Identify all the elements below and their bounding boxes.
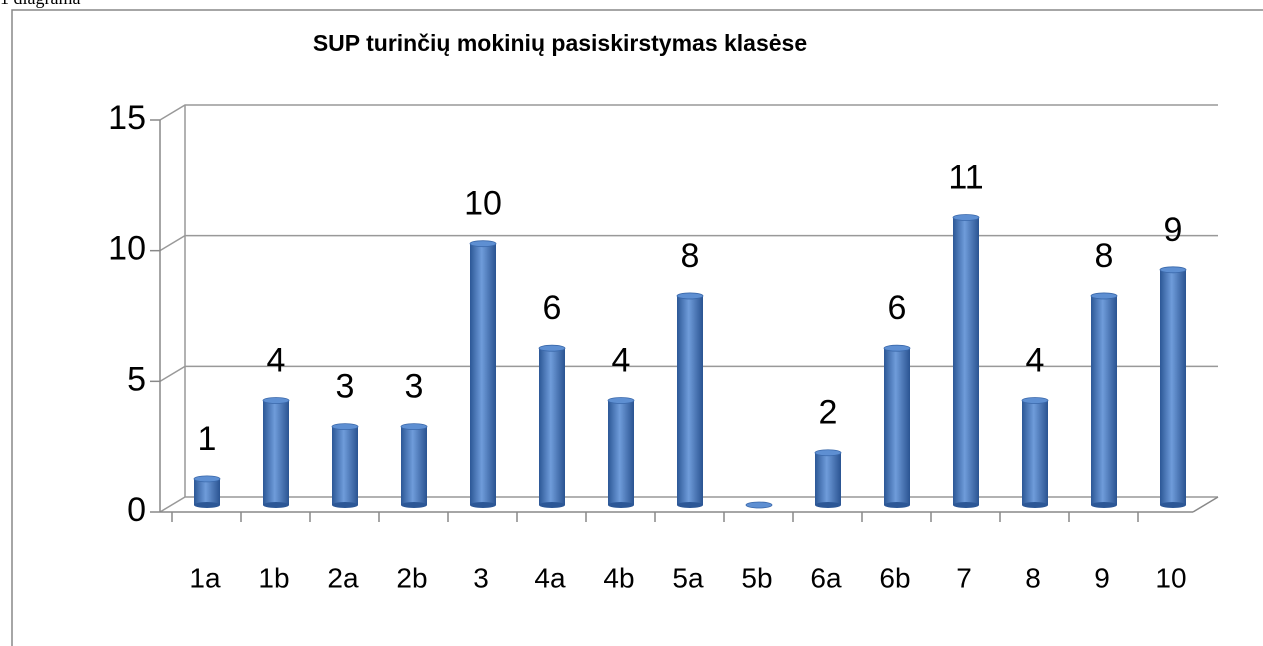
grid-line [159,234,1218,252]
chart-frame [11,9,1263,646]
grid-line [159,104,1218,121]
bar-base [332,502,358,508]
data-label: 8 [1095,237,1114,275]
x-tick-label: 1a [189,562,221,593]
bar-top [1021,397,1049,404]
bar [884,348,910,505]
bar-top [607,397,635,404]
data-label: 3 [405,368,424,406]
bar-top [883,344,911,352]
data-label: 1 [198,420,217,458]
bar-base [263,502,289,508]
bar-base [884,502,910,508]
bar-base [194,502,220,508]
x-tick-label: 9 [1094,562,1110,593]
bar [953,217,979,506]
bar [608,400,634,505]
bar [1022,400,1048,505]
x-tick-label: 5a [672,562,704,593]
grid-line [159,496,1218,513]
grid-line [159,365,1218,382]
data-label: 6 [888,289,907,327]
data-label: 11 [948,159,983,197]
bar [470,243,496,505]
caption: 1 diagrama [0,0,80,8]
bar-top [1090,292,1118,300]
bar-base [1091,502,1117,508]
floor-edge [1192,496,1219,513]
x-tick-label: 10 [1155,562,1186,593]
bar [401,426,427,505]
bar-base [815,502,841,508]
bar [194,478,220,505]
bar [1160,269,1186,505]
y-tick-label: 10 [108,230,146,268]
bar-top [952,214,980,221]
bar-base [539,502,565,508]
data-label: 2 [819,394,838,432]
bar-top [1159,266,1187,274]
bar-base [953,502,979,508]
chart-title: SUP turinčių mokinių pasiskirstymas klas… [313,30,807,56]
bar-top [331,423,359,431]
bar [263,400,289,505]
x-tick-label: 1b [258,562,289,593]
x-tick-label: 2a [327,562,359,593]
bar-base [470,502,496,508]
x-tick-label: 8 [1025,562,1041,593]
data-label: 8 [681,237,700,275]
bar-top [538,344,566,352]
data-label: 4 [1026,341,1045,379]
data-label: 9 [1164,211,1183,249]
bar-top [469,240,497,248]
data-label: 3 [336,368,355,406]
bar [815,452,841,505]
bar [1091,295,1117,505]
bar-top [745,501,773,509]
y-tick-label: 0 [127,491,146,529]
x-tick-label: 4b [603,562,634,593]
bar-top [676,292,704,300]
plot-area: 0 5 10 15 1a 1 1b 4 2a 3 2b 3 3 10 4a 6 4b 4 5a 8 5b 6a 2 6b 6 7 1… [108,99,1219,593]
y-tick-label: 5 [127,360,146,398]
x-tick-label: 5b [741,562,772,593]
data-label: 10 [464,185,502,223]
x-tick-label: 2b [396,562,427,593]
bar-base [608,502,634,508]
bar [539,348,565,505]
bar-top [400,423,428,431]
bar-base [1160,502,1186,508]
bar-base [1022,502,1048,508]
x-tick-label: 6a [810,562,842,593]
bar-top [193,475,221,483]
bar-base [401,502,427,508]
y-tick-label: 15 [108,99,146,137]
x-tick-label: 3 [473,562,489,593]
bar [332,426,358,505]
x-tick-label: 4a [534,562,566,593]
bar [677,295,703,505]
x-tick-label: 6b [879,562,910,593]
data-label: 6 [543,289,562,327]
x-tick-label: 7 [956,562,972,593]
data-label: 4 [612,341,631,379]
bar-top [814,449,842,457]
bar-base [677,502,703,508]
data-label: 4 [267,341,286,379]
bar-top [262,397,290,404]
